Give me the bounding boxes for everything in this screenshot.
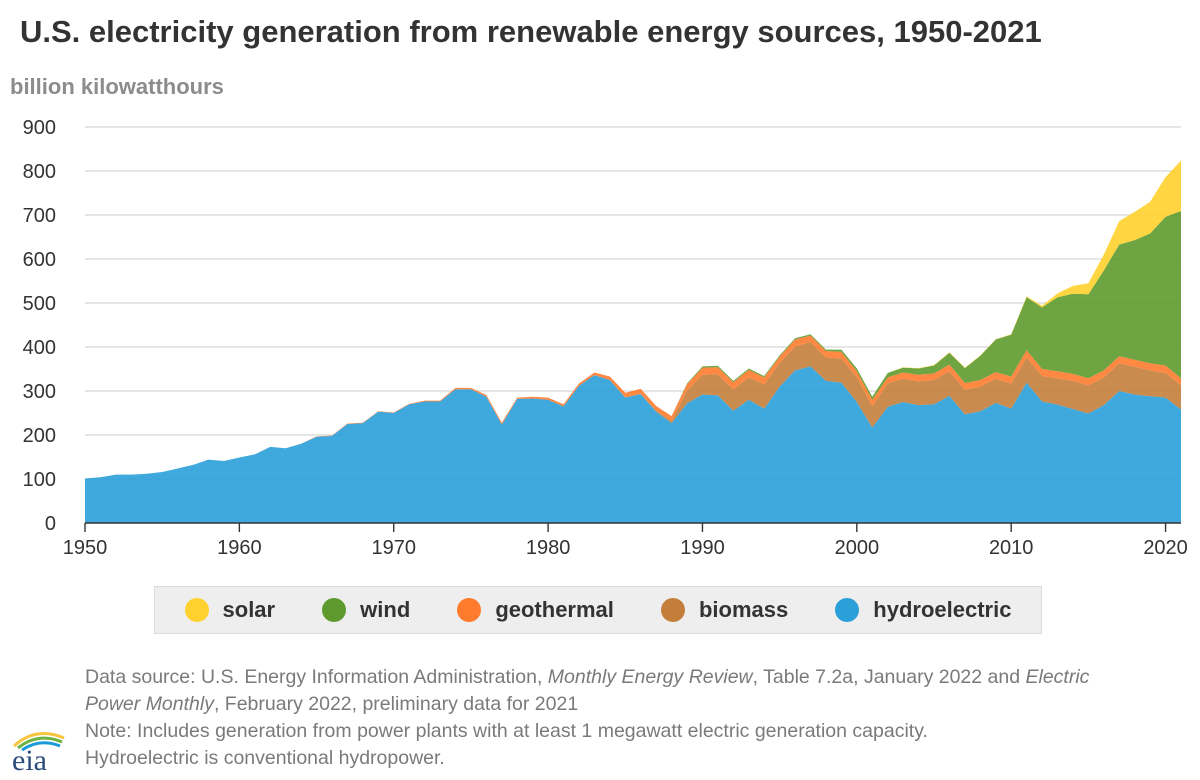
legend-label-hydroelectric: hydroelectric [873,597,1012,622]
legend: solar wind geothermal biomass hydroelectric [154,586,1042,634]
legend-swatch-geothermal [457,598,482,622]
y-tick-label: 0 [45,513,56,535]
legend-item-biomass: biomass [660,597,789,623]
y-tick-label: 200 [23,425,56,447]
note-line-2: Hydroelectric is conventional hydropower… [85,747,445,769]
y-tick-label: 400 [23,337,56,359]
y-axis-label: billion kilowatthours [10,74,224,99]
x-tick-label: 1990 [680,537,725,559]
legend-swatch-hydroelectric [835,598,860,622]
footnote: Data source: U.S. Energy Information Adm… [85,664,1200,772]
legend-item-wind: wind [322,597,410,623]
legend-item-geothermal: geothermal [457,597,614,623]
x-tick-label: 2020 [1143,537,1188,559]
x-tick-label: 1970 [371,537,416,559]
chart-title: U.S. electricity generation from renewab… [20,14,1042,49]
legend-item-solar: solar [184,597,276,623]
legend-label-wind: wind [360,597,411,622]
area-hydroelectric [85,366,1181,523]
y-tick-label: 900 [23,117,56,139]
legend-label-solar: solar [222,597,276,622]
y-tick-label: 800 [23,161,56,183]
x-tick-label: 1960 [217,537,262,559]
legend-swatch-biomass [660,598,685,622]
x-tick-label: 2000 [835,537,880,559]
y-tick-label: 600 [23,249,56,271]
x-tick-label: 1950 [63,537,108,559]
area-chart: 0 100 200 300 400 500 600 700 800 900 1950 1960 1970… [23,117,1188,559]
legend-swatch-wind [322,598,347,622]
note-line-1: Note: Includes generation from power pla… [85,720,928,742]
source-line-2: Power Monthly, February 2022, preliminar… [85,693,579,715]
legend-label-geothermal: geothermal [495,597,614,622]
area-biomass [85,342,1181,479]
y-tick-label: 700 [23,205,56,227]
logo-text: eia [12,744,47,776]
stacked-areas [85,160,1181,523]
legend-swatch-solar [184,598,209,622]
legend-item-hydroelectric: hydroelectric [835,597,1011,623]
axes: 0 100 200 300 400 500 600 700 800 900 1950 1960 1970… [23,117,1188,559]
eia-logo: eia [12,732,65,776]
y-tick-label: 300 [23,381,56,403]
y-tick-label: 500 [23,293,56,315]
source-line-1: Data source: U.S. Energy Information Adm… [85,666,1090,688]
x-tick-label: 1980 [526,537,571,559]
y-tick-label: 100 [23,469,56,491]
legend-label-biomass: biomass [698,597,789,622]
x-tick-label: 2010 [989,537,1034,559]
